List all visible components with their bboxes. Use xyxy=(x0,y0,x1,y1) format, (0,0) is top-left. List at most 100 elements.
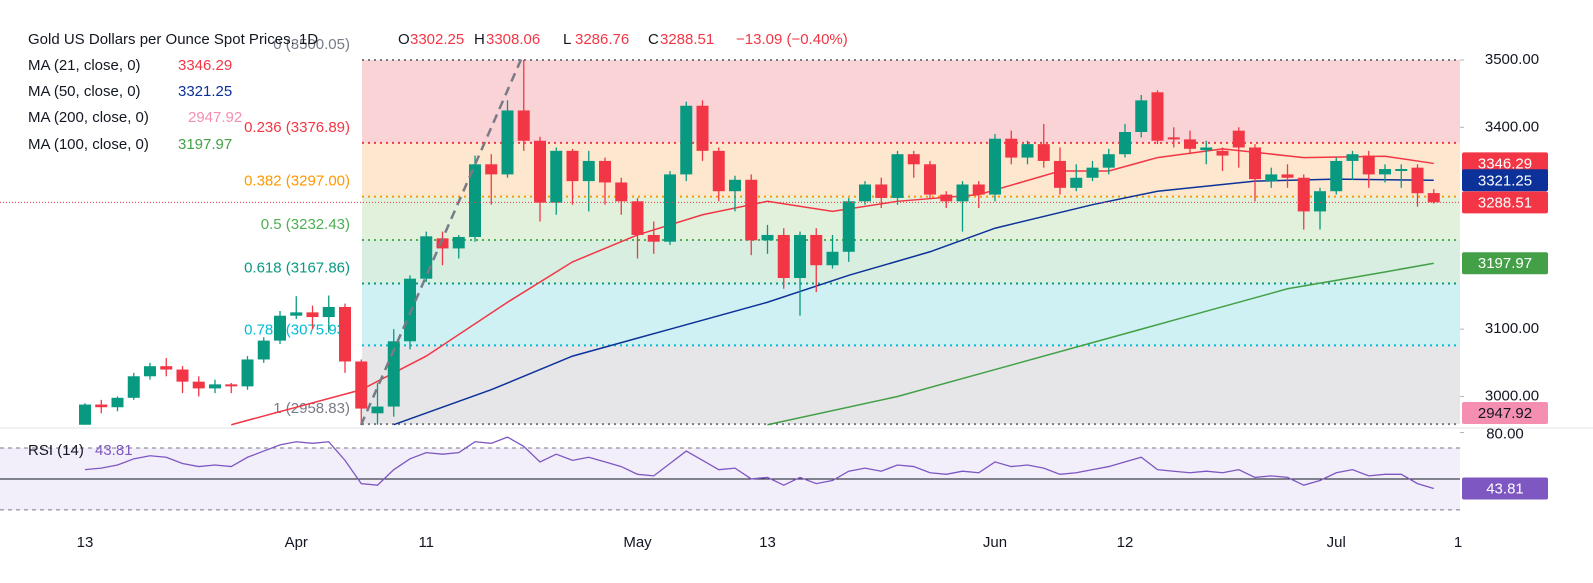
ohlc-value: 3286.76 xyxy=(575,31,629,48)
candle-body xyxy=(95,404,108,408)
candle-body xyxy=(306,312,319,318)
candle-body xyxy=(842,201,855,252)
candle-body xyxy=(274,315,286,341)
candle-body xyxy=(826,251,839,266)
candle-body xyxy=(972,184,985,195)
candle-body xyxy=(144,366,156,377)
y-tick-label: 3100.00 xyxy=(1485,320,1539,337)
candle-body xyxy=(712,150,725,192)
candle-body xyxy=(761,234,774,241)
trend-line xyxy=(359,54,525,426)
ohlc-value: 3302.25 xyxy=(410,31,464,48)
ma-line xyxy=(231,148,1434,426)
candle-body xyxy=(1362,155,1375,175)
x-tick-label: 13 xyxy=(77,534,94,551)
candle-body xyxy=(1167,137,1180,140)
ma-price-tag-text: 3321.25 xyxy=(1478,172,1532,189)
y-tick-label: 3000.00 xyxy=(1485,387,1539,404)
ma-legend-value: 3197.97 xyxy=(178,136,232,153)
ma-legend-value: 3346.29 xyxy=(178,57,232,74)
candle-body xyxy=(534,140,546,203)
x-tick-label: Jul xyxy=(1327,534,1346,551)
fib-label: 0.236 (3376.89) xyxy=(244,119,350,136)
candle-body xyxy=(1070,177,1083,188)
rsi-label: RSI (14) xyxy=(28,442,84,459)
ma-legend-value: 2947.92 xyxy=(188,109,242,126)
candle-body xyxy=(924,164,936,195)
candle-body xyxy=(777,234,790,279)
candle-body xyxy=(1151,92,1164,141)
fib-zone xyxy=(362,240,1460,284)
candle-body xyxy=(956,184,969,202)
candle-body xyxy=(859,184,871,202)
candle-body xyxy=(160,366,173,370)
ohlc-key: H xyxy=(474,31,485,48)
candle-body xyxy=(647,234,660,242)
candle-body xyxy=(79,404,91,425)
chart-title: Gold US Dollars per Ounce Spot Prices, 1… xyxy=(28,31,318,48)
candle-body xyxy=(469,164,481,237)
candle-body xyxy=(176,369,189,382)
candle-body xyxy=(290,312,303,316)
ma-price-tag xyxy=(1462,252,1548,275)
candle-body xyxy=(550,150,563,203)
ma-price-tag xyxy=(1462,152,1548,175)
ohlc-key: L xyxy=(563,31,571,48)
candle-body xyxy=(1281,174,1294,178)
x-tick-label: 1 xyxy=(1454,534,1462,551)
candle-body xyxy=(1232,130,1245,148)
candle-body xyxy=(339,306,351,362)
candle-body xyxy=(1119,131,1131,155)
candle-body xyxy=(1216,150,1229,156)
candle-body xyxy=(940,194,953,202)
candle-body xyxy=(745,179,758,241)
candle-body xyxy=(127,376,140,398)
ma-price-tag-text: 3197.97 xyxy=(1478,255,1532,272)
candle-body xyxy=(1427,193,1440,203)
candle-body xyxy=(680,105,693,175)
candle-body xyxy=(615,182,628,202)
ma-price-tag xyxy=(1462,169,1548,192)
ohlc-value: 3288.51 xyxy=(660,31,714,48)
fib-zone xyxy=(362,283,1460,346)
candle-body xyxy=(1395,169,1408,172)
candle-body xyxy=(810,234,823,266)
fib-zone xyxy=(362,142,1460,197)
x-tick-label: 11 xyxy=(418,534,434,551)
candle-body xyxy=(1249,147,1261,180)
ma-price-tag xyxy=(1462,402,1548,424)
candle-body xyxy=(1005,138,1018,158)
ohlc-key: O xyxy=(398,31,410,48)
ohlc-value: 3308.06 xyxy=(486,31,540,48)
candle-body xyxy=(664,174,676,242)
candle-body xyxy=(355,361,368,409)
x-tick-label: Jun xyxy=(983,534,1007,551)
rsi-value: 43.81 xyxy=(95,442,133,459)
candle-body xyxy=(696,105,709,151)
y-tick-label: 3500.00 xyxy=(1485,51,1539,68)
rsi-tag xyxy=(1462,477,1548,500)
candle-body xyxy=(582,160,595,182)
candle-body xyxy=(225,384,238,387)
fib-zone xyxy=(362,59,1460,143)
candle-body xyxy=(989,138,1001,195)
fib-zone xyxy=(362,345,1460,425)
candle-body xyxy=(875,184,888,198)
last-price-tag xyxy=(1462,191,1548,214)
fib-label: 0.382 (3297.00) xyxy=(244,173,350,190)
candle-body xyxy=(322,306,335,318)
x-tick-label: Apr xyxy=(285,534,308,551)
x-tick-label: 13 xyxy=(759,534,776,551)
candle-body xyxy=(387,341,400,407)
candle-body xyxy=(566,150,579,182)
candle-body xyxy=(599,160,611,183)
candle-body xyxy=(1411,167,1424,194)
candle-body xyxy=(729,179,741,192)
ma-legend-value: 3321.25 xyxy=(178,83,232,100)
fib-label: 0.5 (3232.43) xyxy=(261,216,350,233)
candle-body xyxy=(111,397,124,408)
candle-body xyxy=(420,236,433,279)
candle-body xyxy=(257,340,270,360)
candle-body xyxy=(1379,169,1391,175)
candle-body xyxy=(891,154,904,198)
